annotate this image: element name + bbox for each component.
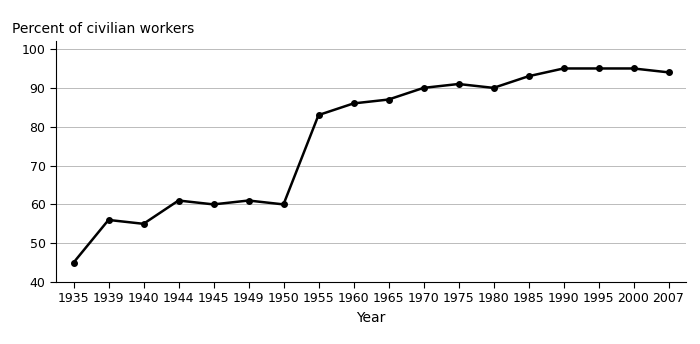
Text: Percent of civilian workers: Percent of civilian workers [12, 22, 194, 36]
X-axis label: Year: Year [356, 311, 386, 325]
